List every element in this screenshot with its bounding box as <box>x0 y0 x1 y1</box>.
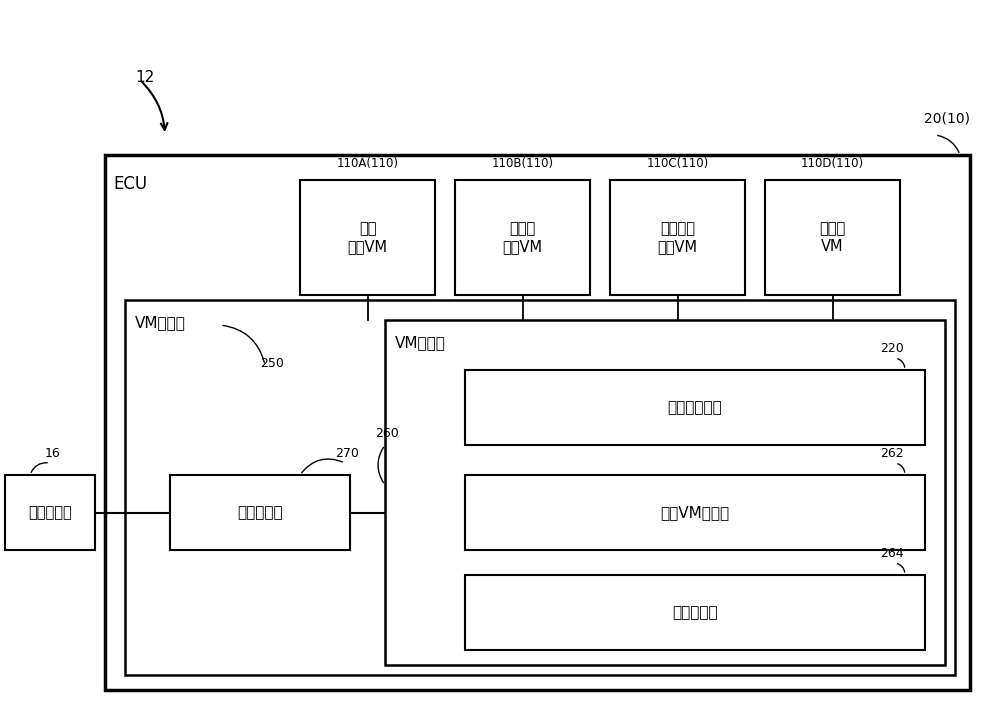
Text: 车身
控制VM: 车身 控制VM <box>348 221 388 253</box>
Text: VM控制部: VM控制部 <box>395 335 446 350</box>
Bar <box>465 475 925 550</box>
Bar <box>385 320 945 665</box>
Text: 发动机
控制VM: 发动机 控制VM <box>503 221 542 253</box>
Text: 262: 262 <box>880 447 904 460</box>
Text: 220: 220 <box>880 342 904 355</box>
Text: 260: 260 <box>375 427 399 440</box>
Bar <box>5 475 95 550</box>
Bar <box>105 155 970 690</box>
Text: 270: 270 <box>335 447 359 460</box>
Text: 16: 16 <box>45 447 61 460</box>
Bar <box>465 575 925 650</box>
Bar <box>125 300 955 675</box>
Bar <box>170 475 350 550</box>
Text: 启动VM判断部: 启动VM判断部 <box>660 505 730 520</box>
Text: ECU: ECU <box>113 175 147 193</box>
Text: 110B(110): 110B(110) <box>491 157 554 170</box>
Text: 资源管理部: 资源管理部 <box>672 605 718 620</box>
Text: 自动驾驶
控制VM: 自动驾驶 控制VM <box>658 221 698 253</box>
Text: 110C(110): 110C(110) <box>646 157 709 170</box>
Text: 110D(110): 110D(110) <box>801 157 864 170</box>
Text: VM构成部: VM构成部 <box>135 315 186 330</box>
Text: 12: 12 <box>135 70 154 85</box>
Bar <box>765 180 900 295</box>
Text: 启动顺序表格: 启动顺序表格 <box>668 400 722 415</box>
Text: 多媒体
VM: 多媒体 VM <box>819 221 846 253</box>
Text: 264: 264 <box>880 547 904 560</box>
Text: 250: 250 <box>260 357 284 370</box>
Bar <box>610 180 745 295</box>
Bar <box>465 370 925 445</box>
Text: 20(10): 20(10) <box>924 111 970 125</box>
Text: 状态判定部: 状态判定部 <box>237 505 283 520</box>
Text: 车载设备集: 车载设备集 <box>28 505 72 520</box>
Bar <box>455 180 590 295</box>
Bar <box>300 180 435 295</box>
Text: 110A(110): 110A(110) <box>336 157 398 170</box>
